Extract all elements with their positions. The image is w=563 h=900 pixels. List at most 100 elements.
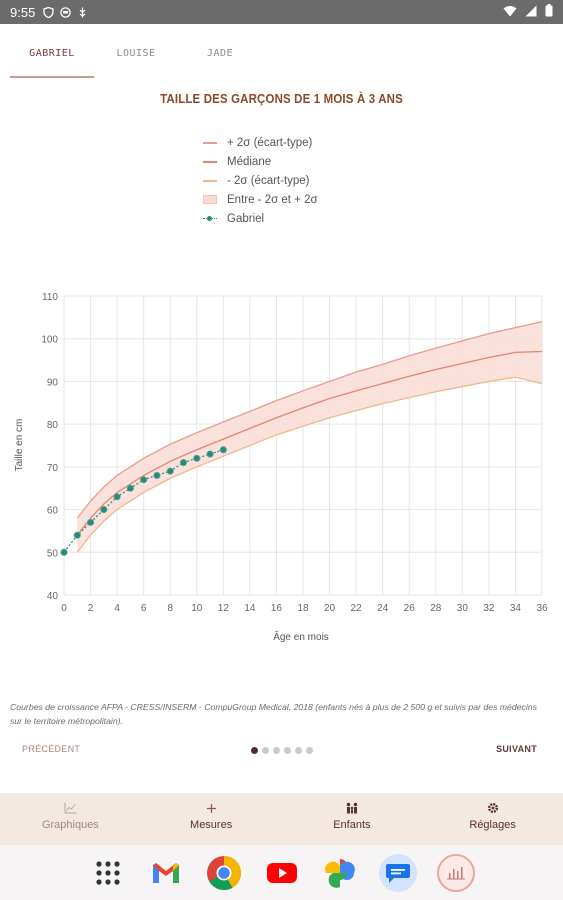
page-dot[interactable] (284, 747, 291, 754)
y-tick-label: 70 (47, 463, 59, 474)
nav-label: Enfants (333, 819, 371, 831)
gabriel-point (73, 531, 81, 539)
y-tick-label: 80 (47, 420, 59, 431)
nav-mesures[interactable]: Mesures (141, 793, 282, 845)
legend-swatch (203, 138, 217, 147)
x-tick-label: 4 (114, 603, 120, 614)
gabriel-point (140, 476, 148, 484)
chrome-icon[interactable] (205, 854, 243, 892)
gabriel-point (100, 505, 108, 514)
x-tick-label: 26 (404, 603, 416, 614)
y-tick-label: 60 (47, 506, 59, 517)
x-tick-label: 2 (88, 603, 94, 614)
chart-icon (63, 801, 77, 815)
chart-lines-layer (63, 320, 543, 553)
youtube-icon[interactable] (263, 854, 301, 892)
next-button[interactable]: SUIVANT (496, 744, 537, 754)
x-tick-label: 30 (457, 603, 469, 614)
legend-swatch (203, 214, 217, 223)
x-tick-label: 34 (510, 603, 522, 614)
gabriel-point (113, 493, 121, 501)
growth-chart: 0 2 4 6 8 10 12 14 16 18 20 22 24 26 28 30 32 34 364050607… (14, 292, 548, 643)
gabriel-point (60, 548, 68, 556)
growth-app-icon[interactable] (436, 853, 475, 892)
legend-label: + 2σ (écart-type) (227, 136, 313, 149)
x-tick-label: 36 (536, 603, 548, 614)
chart-points-layer (60, 446, 227, 556)
plus-2sigma-line (76, 320, 543, 519)
chart-ticks-layer: 0 2 4 6 8 10 12 14 16 18 20 22 24 26 28 30 32 34 364050607… (41, 292, 548, 614)
nav-label: Réglages (469, 819, 516, 831)
chart-title: TAILLE DES GARÇONS DE 1 MOIS À 3 ANS (160, 91, 403, 106)
x-tick-label: 14 (244, 603, 256, 614)
tab-jade[interactable]: JADE (206, 48, 234, 59)
page-indicator (251, 747, 313, 754)
shield-icon (43, 6, 54, 18)
y-tick-label: 100 (41, 335, 58, 346)
x-tick-label: 20 (324, 603, 336, 614)
page-dot[interactable] (262, 747, 269, 754)
legend-label: Gabriel (227, 212, 265, 225)
y-tick-label: 50 (47, 548, 59, 559)
photos-icon[interactable] (321, 854, 359, 892)
gabriel-point (193, 454, 201, 462)
x-tick-label: 24 (377, 603, 389, 614)
x-tick-label: 6 (141, 603, 147, 614)
legend-swatch (203, 195, 217, 204)
legend-item-minus-2sigma[interactable]: - 2σ (écart-type) (203, 171, 318, 190)
previous-button[interactable]: PRÉCÉDENT (22, 744, 81, 754)
legend-swatch (203, 157, 217, 166)
sigma-band (77, 321, 543, 553)
legend-label: Entre - 2σ et + 2σ (227, 193, 318, 206)
cellular-icon (525, 5, 537, 20)
x-tick-label: 0 (61, 603, 67, 614)
wifi-icon (503, 5, 517, 20)
page-dot[interactable] (306, 747, 313, 754)
battery-icon (545, 4, 553, 20)
android-dock (0, 845, 563, 900)
messages-icon[interactable] (378, 853, 417, 892)
plus-icon (204, 801, 218, 815)
usb-icon (77, 7, 88, 18)
page-dot[interactable] (251, 747, 258, 754)
legend-item-gabriel[interactable]: Gabriel (203, 209, 318, 228)
child-tabs: GABRIEL LOUISE JADE (10, 40, 262, 78)
tab-gabriel[interactable]: GABRIEL (10, 40, 94, 78)
page-dot[interactable] (295, 747, 302, 754)
gear-icon (486, 801, 500, 815)
x-tick-label: 16 (271, 603, 283, 614)
legend-item-median[interactable]: Médiane (203, 152, 318, 171)
y-tick-label: 40 (47, 591, 59, 602)
gabriel-point (153, 471, 161, 479)
x-tick-label: 10 (191, 603, 203, 614)
gabriel-point (206, 450, 214, 458)
x-tick-label: 12 (218, 603, 230, 614)
y-tick-label: 110 (42, 292, 58, 303)
nav-reglages[interactable]: Réglages (422, 793, 563, 845)
nav-graphiques[interactable]: Graphiques (0, 793, 141, 845)
gabriel-point (179, 458, 188, 467)
median-line (76, 350, 543, 536)
chart-band-layer (77, 321, 543, 553)
legend-swatch (203, 176, 217, 185)
legend-item-band[interactable]: Entre - 2σ et + 2σ (203, 190, 318, 209)
page-dot[interactable] (273, 747, 280, 754)
tab-louise[interactable]: LOUISE (116, 48, 156, 59)
gmail-icon[interactable] (147, 854, 185, 892)
source-note: Courbes de croissance AFPA - CRESS/INSER… (10, 702, 537, 726)
x-tick-label: 22 (351, 603, 363, 614)
apps-grid-icon[interactable] (89, 854, 127, 892)
nav-label: Mesures (190, 819, 233, 831)
x-tick-label: 8 (167, 603, 173, 614)
status-time: 9:55 (10, 4, 36, 20)
legend-label: - 2σ (écart-type) (227, 174, 310, 187)
minus-2sigma-line (76, 376, 543, 553)
legend-item-plus-2sigma[interactable]: + 2σ (écart-type) (203, 133, 318, 152)
gabriel-point (219, 446, 227, 454)
gabriel-point (166, 467, 174, 475)
chart-legend: + 2σ (écart-type) Médiane - 2σ (écart-ty… (203, 133, 318, 228)
nav-enfants[interactable]: Enfants (282, 793, 423, 845)
x-axis-label: Âge en mois (273, 630, 329, 643)
x-tick-label: 18 (297, 603, 309, 614)
